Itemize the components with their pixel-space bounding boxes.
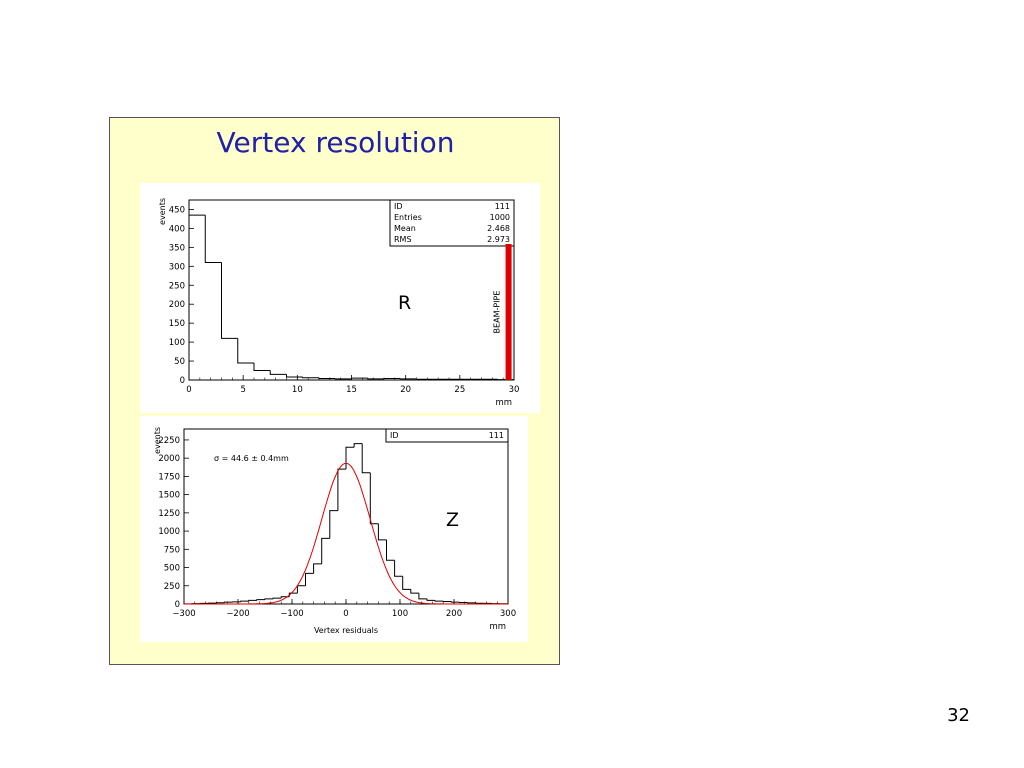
chart1-x-tick-label: −200 [226, 609, 249, 619]
chart1-y-axis-label: events [153, 427, 162, 454]
chart0-stats-value: 111 [495, 202, 510, 211]
chart0-histogram-bin [367, 378, 384, 380]
chart1-histogram-bin [426, 598, 436, 601]
chart0-histogram-bin [237, 338, 254, 364]
chart1-histogram-bin [321, 537, 330, 564]
chart1-histogram-bin [296, 585, 306, 594]
chart0-x-unit-label: mm [495, 398, 512, 408]
chart1-y-tick-label: 1750 [158, 472, 180, 482]
chart1-histogram-bin [256, 599, 265, 601]
chart1-y-tick-label: 1000 [158, 527, 180, 537]
page-number: 32 [947, 705, 970, 726]
chart0-beam-pipe-bar [505, 244, 512, 380]
chart0-histogram-bin [188, 214, 206, 380]
chart1-histogram-bin [345, 446, 355, 470]
chart1-y-tick-label: 1500 [158, 491, 180, 501]
chart0-stats-label: ID [394, 202, 403, 211]
r-histogram-svg: 0 5 10 15 20 25 30050100150200250300350400450e… [158, 198, 520, 408]
chart0-stats-label: Mean [394, 224, 416, 233]
chart0-y-tick-label: 50 [174, 357, 185, 367]
chart1-histogram-bin [369, 472, 379, 525]
chart0-histogram-bin [286, 374, 303, 378]
chart1-histogram-bin [240, 600, 249, 602]
chart0-histogram-bin [351, 377, 368, 379]
chart1-x-tick-label: −300 [172, 609, 195, 619]
chart0-y-tick-label: 150 [169, 319, 185, 329]
chart1-gaussian-fit-curve [184, 462, 508, 605]
chart1-histogram-bin [434, 600, 444, 602]
chart0-x-tick-label: 0 [186, 385, 191, 395]
chart0-histogram-bin [269, 370, 287, 375]
chart0-stats-value: 2.973 [487, 235, 510, 244]
chart1-y-tick-label: 250 [164, 582, 180, 592]
chart1-fit-label: σ = 44.6 ± 0.4mm [214, 454, 289, 463]
chart1-y-tick-label: 0 [175, 600, 180, 610]
chart0-x-tick-label: 15 [346, 385, 357, 395]
chart0-x-tick-label: 20 [400, 385, 411, 395]
chart1-histogram-bin [361, 443, 371, 474]
chart1-stats-box [385, 428, 509, 443]
chart1-x-tick-label: 300 [500, 609, 516, 619]
chart0-histogram-bin [253, 362, 271, 372]
chart1-x-axis-title: Vertex residuals [314, 626, 378, 635]
chart1-histogram-bin [410, 589, 419, 594]
chart0-histogram-bin [204, 215, 222, 264]
chart0-histogram-bin [302, 376, 319, 379]
chart1-histogram-bin [402, 576, 411, 590]
chart1-histogram-bin [418, 593, 427, 600]
chart1-x-tick-label: −100 [280, 609, 303, 619]
chart0-x-tick-label: 5 [240, 385, 245, 395]
z-histogram-plot: −300 −200 −100 0 100 200 300 0 250 500 750 1000 1250… [140, 416, 528, 642]
chart1-stats-value: 111 [489, 431, 504, 440]
chart0-y-tick-label: 300 [169, 262, 185, 272]
chart1-stats-label: ID [390, 431, 399, 440]
chart1-histogram-bin [386, 539, 395, 561]
chart1-histogram-bin [224, 601, 233, 603]
chart1-histogram-bin [450, 601, 460, 603]
chart0-stats-label: RMS [394, 235, 412, 244]
chart1-histogram-bin [248, 599, 257, 602]
chart0-y-tick-label: 400 [169, 224, 185, 234]
chart0-panel-label: R [398, 292, 411, 314]
chart1-y-tick-label: 750 [164, 545, 180, 555]
chart0-y-tick-label: 100 [169, 338, 185, 348]
r-histogram-plot: 0 5 10 15 20 25 30 0 50 100 150 200 250 300 350 400 450 e… [140, 183, 540, 413]
chart0-x-tick-label: 10 [292, 385, 303, 395]
chart1-histogram-bin [337, 468, 346, 511]
chart0-stats-label: Entries [394, 213, 422, 222]
chart1-histogram-bin [264, 598, 274, 600]
z-histogram-svg: −300 −200 −100 0 100 200 300 0 250 500 750 1000 1250… [153, 427, 516, 635]
chart0-histogram-bin [221, 262, 238, 339]
chart1-y-tick-label: 2000 [158, 454, 180, 464]
chart0-stats-value: 1000 [490, 213, 510, 222]
chart1-x-tick-label: 200 [446, 609, 462, 619]
chart1-histogram-bin [377, 523, 387, 541]
chart0-stats-box [389, 199, 515, 247]
chart1-panel-label: Z [446, 509, 459, 531]
chart1-histogram-bin [329, 510, 338, 539]
chart0-y-axis-label: events [158, 198, 167, 225]
chart1-histogram-bin [305, 572, 314, 586]
chart1-y-tick-label: 500 [164, 564, 180, 574]
chart0-y-tick-label: 350 [169, 243, 185, 253]
chart1-y-tick-label: 2250 [158, 436, 180, 446]
chart1-x-unit-label: mm [489, 622, 506, 632]
chart0-stats-value: 2.468 [487, 224, 510, 233]
chart0-x-tick-label: 30 [509, 385, 520, 395]
chart1-x-tick-label: 0 [343, 609, 348, 619]
chart1-histogram-bin [353, 443, 363, 448]
chart1-histogram-bin [313, 563, 322, 574]
chart0-beam-pipe-label: BEAM-PIPE [493, 291, 502, 334]
chart0-y-tick-label: 200 [169, 300, 185, 310]
chart0-y-tick-label: 0 [180, 376, 185, 386]
chart0-x-tick-label: 25 [454, 385, 465, 395]
chart0-y-tick-label: 250 [169, 281, 185, 291]
chart1-histogram-bin [394, 560, 403, 577]
chart1-histogram-bin [272, 597, 282, 599]
chart1-x-tick-label: 100 [392, 609, 408, 619]
slide-title: Vertex resolution [216, 126, 455, 159]
chart0-histogram-bin [318, 377, 336, 379]
chart1-y-tick-label: 1250 [158, 509, 180, 519]
chart0-y-tick-label: 450 [169, 205, 185, 215]
